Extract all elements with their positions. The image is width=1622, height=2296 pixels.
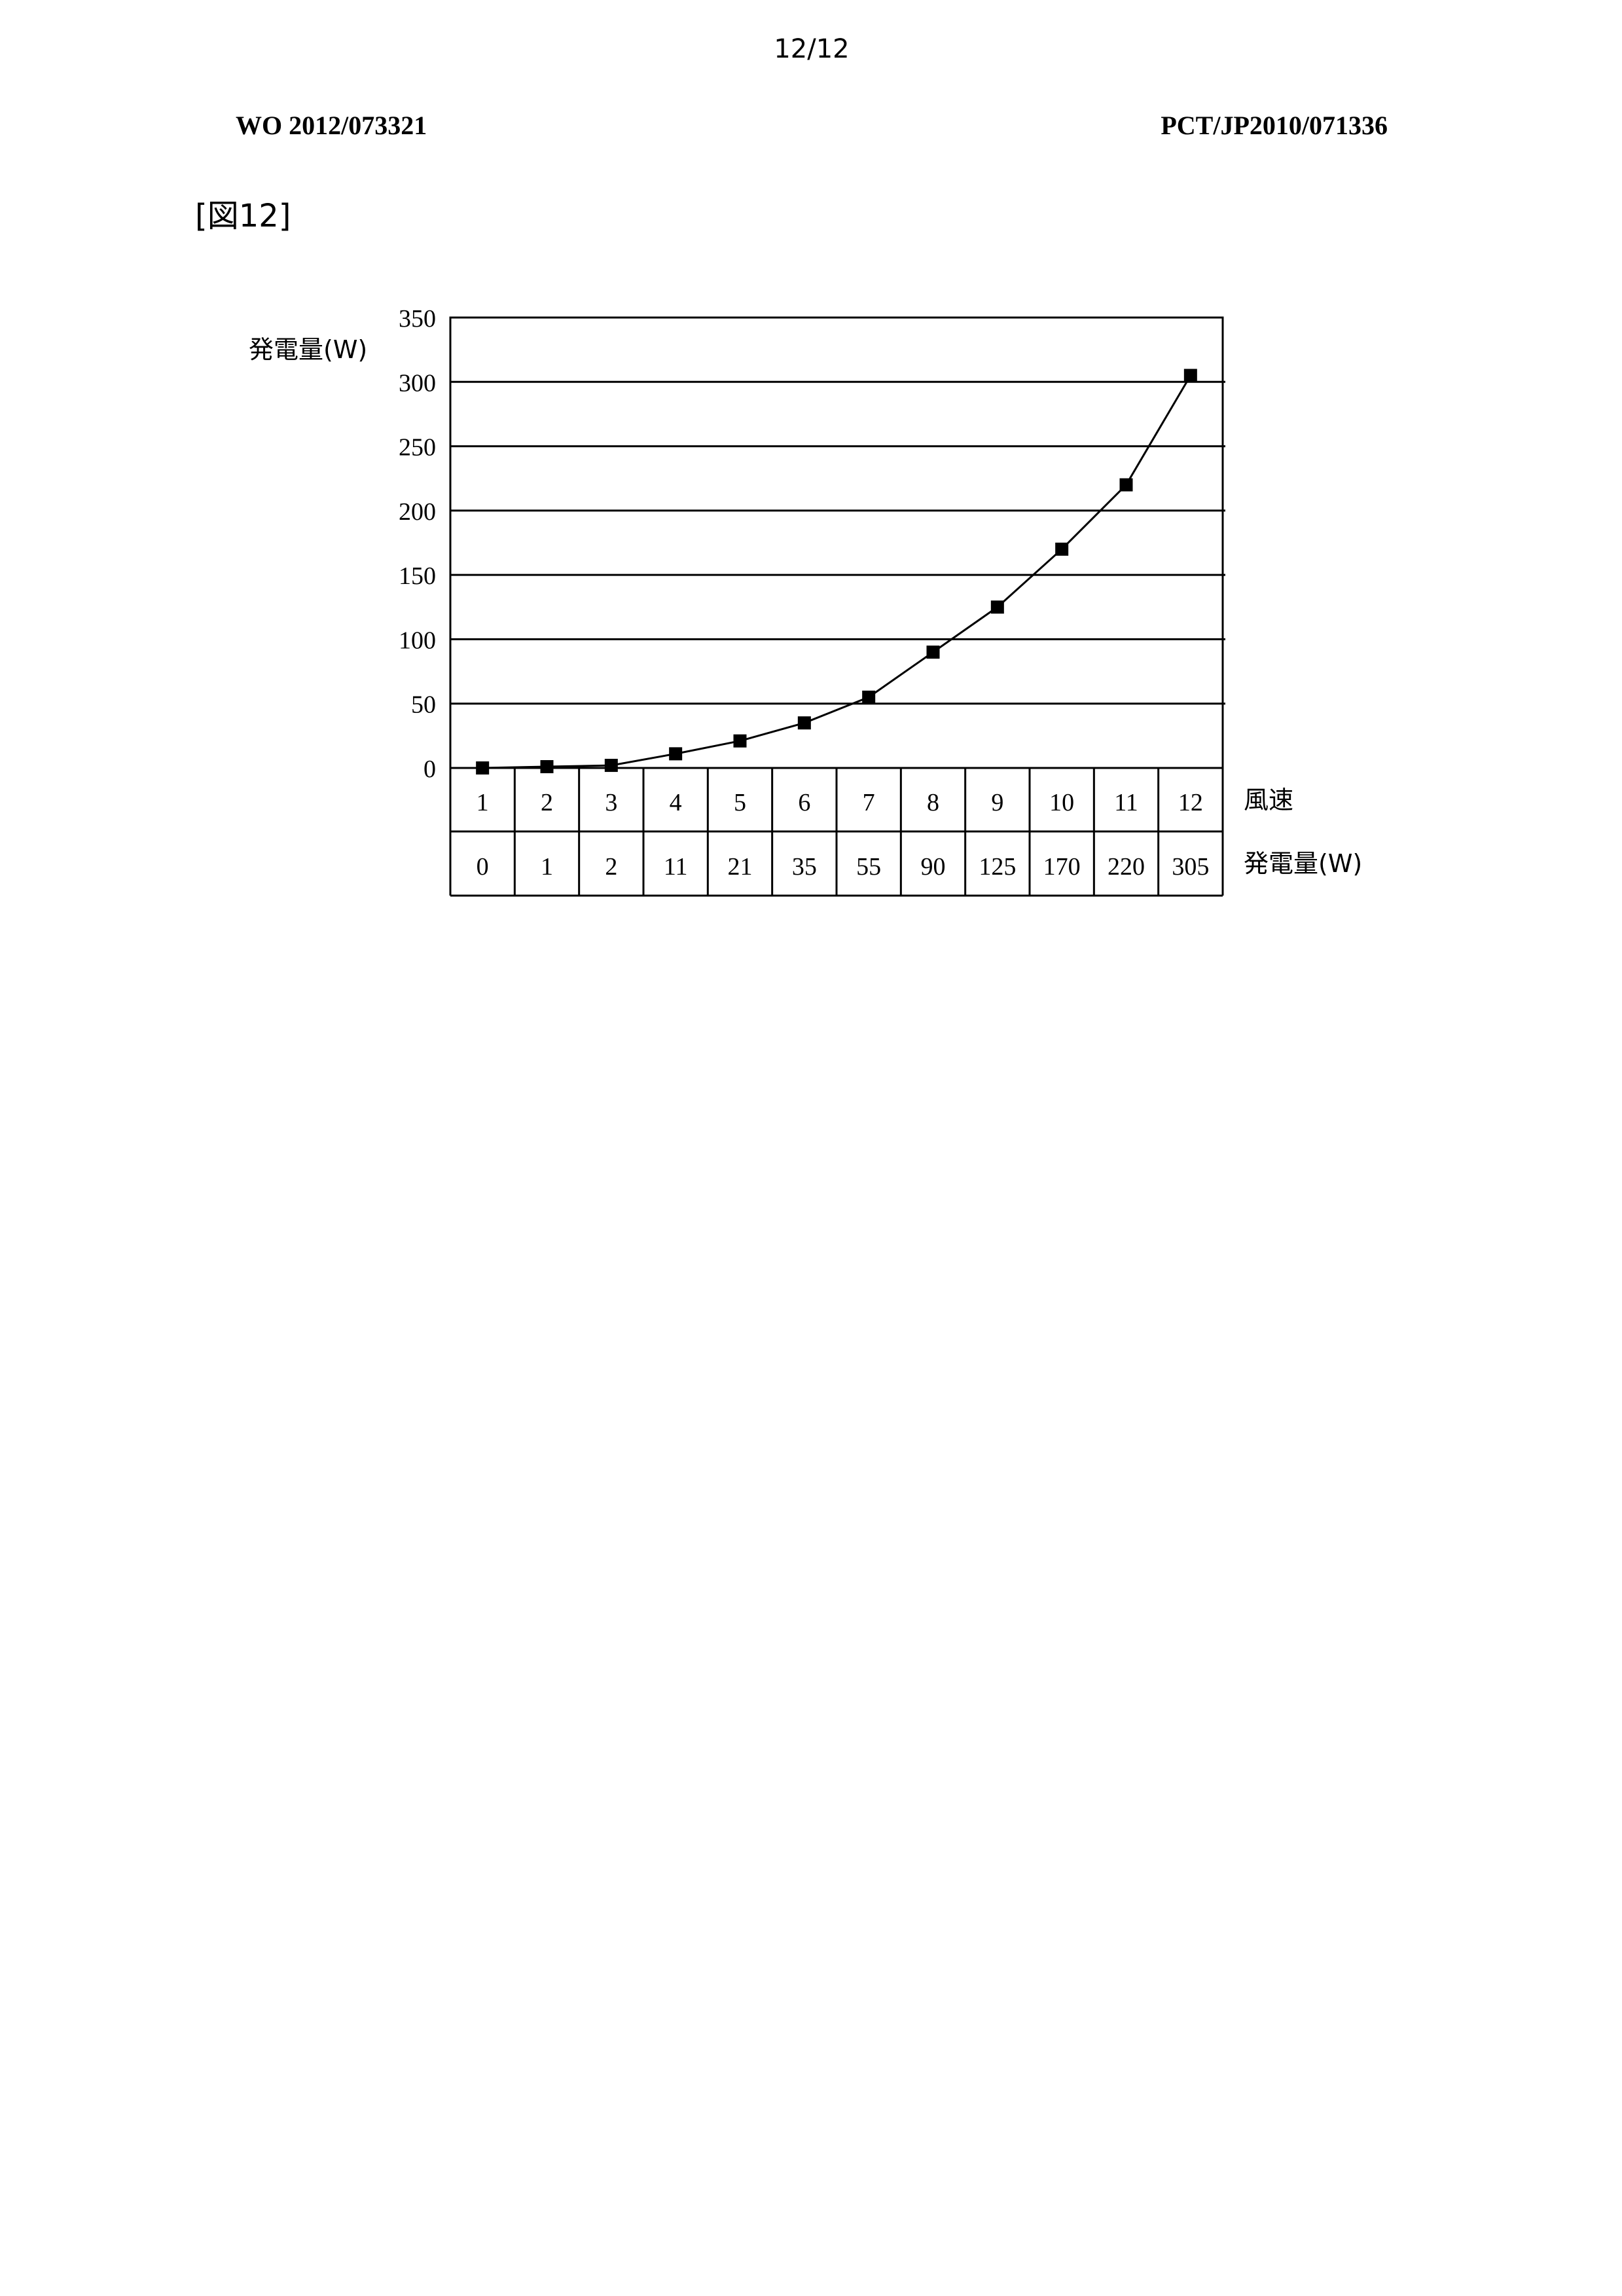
table-cell-wind-speed: 8 xyxy=(927,789,939,816)
y-tick-label: 0 xyxy=(424,756,436,783)
data-point-marker xyxy=(1055,543,1068,556)
table-cell-power: 0 xyxy=(477,853,489,881)
table-cell-power: 220 xyxy=(1108,853,1145,881)
data-point-marker xyxy=(734,735,747,748)
y-tick-label: 350 xyxy=(399,305,436,333)
data-point-marker xyxy=(541,760,554,773)
chart-labels: 050100150200250300350発電量(W)1234567891011… xyxy=(249,305,1362,881)
table-cell-power: 55 xyxy=(856,853,881,881)
table-cell-wind-speed: 11 xyxy=(1114,789,1138,816)
y-tick-label: 200 xyxy=(399,498,436,526)
y-tick-label: 150 xyxy=(399,562,436,590)
data-table xyxy=(450,768,1223,896)
data-point-marker xyxy=(669,747,682,760)
y-axis-label: 発電量(W) xyxy=(249,335,367,364)
y-tick-label: 100 xyxy=(399,627,436,654)
table-cell-wind-speed: 9 xyxy=(991,789,1003,816)
data-point-marker xyxy=(862,691,875,704)
table-row-label-power: 発電量(W) xyxy=(1244,849,1362,878)
data-point-marker xyxy=(798,716,811,729)
table-cell-power: 90 xyxy=(921,853,946,881)
table-cell-power: 35 xyxy=(792,853,817,881)
table-cell-wind-speed: 12 xyxy=(1178,789,1203,816)
table-cell-power: 170 xyxy=(1043,853,1081,881)
x-axis-label: 風速 xyxy=(1244,786,1293,814)
data-point-marker xyxy=(927,646,940,659)
table-cell-wind-speed: 10 xyxy=(1049,789,1074,816)
table-cell-wind-speed: 1 xyxy=(477,789,489,816)
table-cell-wind-speed: 4 xyxy=(670,789,682,816)
plot-area xyxy=(476,369,1197,774)
data-point-marker xyxy=(1120,479,1133,492)
table-cell-wind-speed: 2 xyxy=(541,789,553,816)
table-cell-wind-speed: 7 xyxy=(863,789,875,816)
series-line xyxy=(482,375,1191,768)
data-point-marker xyxy=(605,759,618,772)
plot-frame xyxy=(450,318,1223,768)
data-point-marker xyxy=(476,761,489,774)
table-cell-power: 305 xyxy=(1172,853,1209,881)
table-cell-power: 2 xyxy=(605,853,617,881)
table-cell-power: 11 xyxy=(664,853,688,881)
table-cell-power: 1 xyxy=(541,853,553,881)
table-cell-wind-speed: 6 xyxy=(798,789,810,816)
data-point-marker xyxy=(991,600,1004,613)
grid-lines xyxy=(450,318,1225,768)
y-tick-label: 300 xyxy=(399,369,436,397)
table-cell-wind-speed: 3 xyxy=(605,789,617,816)
table-cell-wind-speed: 5 xyxy=(734,789,746,816)
y-tick-label: 250 xyxy=(399,434,436,462)
data-point-marker xyxy=(1184,369,1197,382)
table-cell-power: 125 xyxy=(979,853,1016,881)
y-tick-label: 50 xyxy=(411,691,436,719)
table-cell-power: 21 xyxy=(728,853,753,881)
